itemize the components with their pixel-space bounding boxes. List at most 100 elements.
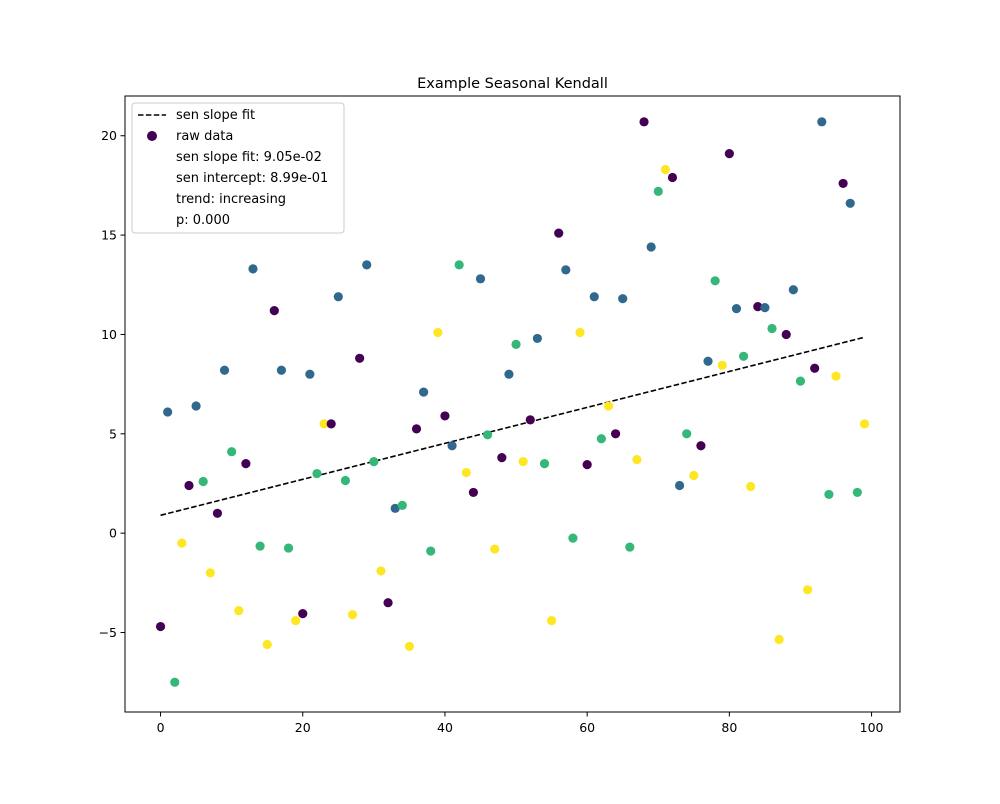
data-point <box>767 323 777 334</box>
data-point <box>305 369 315 379</box>
legend-raw-data-marker <box>147 131 157 141</box>
data-point <box>795 376 806 386</box>
data-point <box>276 365 287 375</box>
data-point <box>802 585 813 595</box>
data-point <box>674 480 685 491</box>
data-point <box>639 117 649 127</box>
legend-entry-trend: trend: increasing <box>176 192 286 207</box>
data-point <box>696 441 706 451</box>
axes-frame <box>124 95 901 713</box>
data-point <box>227 447 237 457</box>
data-point <box>326 419 336 429</box>
data-point <box>539 459 550 469</box>
data-point <box>646 242 656 252</box>
data-point <box>255 541 265 551</box>
data-point <box>746 481 756 492</box>
sen-slope-fit-line <box>160 336 865 517</box>
y-tick-label: 0 <box>109 526 117 541</box>
data-point <box>234 606 244 616</box>
data-point <box>731 304 742 314</box>
data-point <box>596 434 606 444</box>
data-point <box>817 117 827 127</box>
data-point <box>248 264 258 274</box>
data-point <box>760 303 770 313</box>
data-point <box>191 401 201 411</box>
x-axis: 0 20 40 60 80 100 <box>157 712 884 735</box>
data-point <box>468 487 478 498</box>
data-point <box>504 369 514 379</box>
data-point <box>738 351 749 361</box>
data-point <box>582 460 592 470</box>
data-point <box>682 429 692 439</box>
data-point <box>838 178 848 189</box>
y-tick-label: 20 <box>101 128 117 143</box>
data-point <box>155 621 166 632</box>
x-tick-label: 0 <box>157 720 165 735</box>
x-tick-label: 60 <box>579 720 595 735</box>
data-point <box>845 198 855 208</box>
data-point <box>426 546 436 556</box>
data-point <box>298 609 308 619</box>
legend-entry-fit: sen slope fit <box>176 108 255 123</box>
data-point <box>390 503 400 513</box>
data-point <box>518 457 528 467</box>
data-point <box>397 500 407 510</box>
data-point <box>291 615 301 626</box>
data-point <box>660 164 670 175</box>
data-point <box>632 455 642 465</box>
data-point <box>788 285 798 295</box>
y-tick-label: 5 <box>109 426 117 441</box>
y-tick-label: 10 <box>101 327 117 342</box>
data-point <box>532 333 542 344</box>
data-point <box>497 453 507 463</box>
data-point <box>177 538 187 548</box>
data-point <box>667 172 678 183</box>
data-point <box>625 542 635 552</box>
data-point <box>717 360 727 370</box>
data-point <box>184 480 194 491</box>
data-point <box>547 615 557 626</box>
data-point <box>554 228 564 238</box>
data-point <box>262 639 272 650</box>
data-point <box>312 468 322 479</box>
data-point <box>283 543 294 553</box>
data-point <box>333 292 343 302</box>
x-tick-label: 20 <box>295 720 311 735</box>
data-point <box>781 329 791 340</box>
data-point <box>525 415 535 425</box>
data-point <box>447 441 457 451</box>
data-point <box>689 470 699 481</box>
data-point <box>703 356 713 366</box>
data-point <box>212 508 223 518</box>
data-point <box>241 459 251 469</box>
y-axis: −5 0 5 10 15 20 <box>99 128 125 640</box>
data-point <box>198 476 208 487</box>
x-tick-label: 80 <box>721 720 737 735</box>
legend-entry-slope: sen slope fit: 9.05e-02 <box>176 150 322 165</box>
data-point <box>362 260 372 270</box>
legend-entry-intercept: sen intercept: 8.99e-01 <box>176 171 328 186</box>
data-point <box>163 407 173 417</box>
data-point <box>461 467 471 478</box>
data-point <box>475 274 486 284</box>
data-point <box>219 365 230 375</box>
data-point <box>618 294 628 304</box>
data-point <box>355 353 365 363</box>
data-point <box>710 276 720 286</box>
fit-line-layer <box>160 336 865 517</box>
data-point <box>440 411 450 421</box>
data-point <box>454 260 464 270</box>
data-point <box>347 610 358 620</box>
data-point <box>170 677 180 687</box>
data-point <box>269 306 279 316</box>
data-point <box>774 634 784 645</box>
data-point <box>575 327 585 338</box>
data-point <box>369 457 379 467</box>
legend-entry-p-value: p: 0.000 <box>176 213 230 228</box>
y-tick-label: 15 <box>101 228 117 243</box>
data-point <box>483 430 493 440</box>
data-point <box>411 424 422 434</box>
data-point <box>205 568 215 578</box>
data-point <box>419 387 429 397</box>
